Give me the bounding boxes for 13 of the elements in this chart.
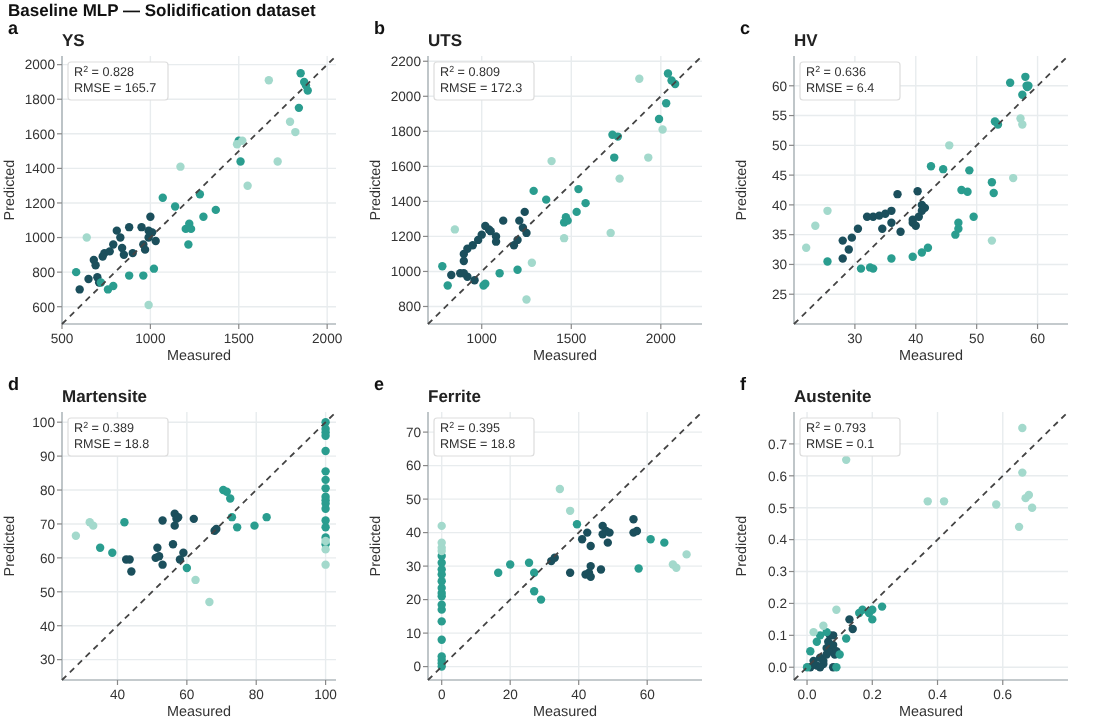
text: e <box>374 374 385 394</box>
chart-title: Martensite <box>62 386 148 406</box>
text: f <box>740 374 748 394</box>
chart-title: Austenite <box>794 386 872 406</box>
chart-title: HV <box>794 30 819 50</box>
text: b <box>374 18 386 38</box>
chart-title: UTS <box>428 30 463 50</box>
text: Baseline MLP — Solidification dataset <box>8 0 316 20</box>
chart-title: YS <box>62 30 86 50</box>
text: c <box>740 18 751 38</box>
text: d <box>8 374 19 394</box>
text: a <box>8 18 20 38</box>
chart-title: Ferrite <box>428 386 482 406</box>
